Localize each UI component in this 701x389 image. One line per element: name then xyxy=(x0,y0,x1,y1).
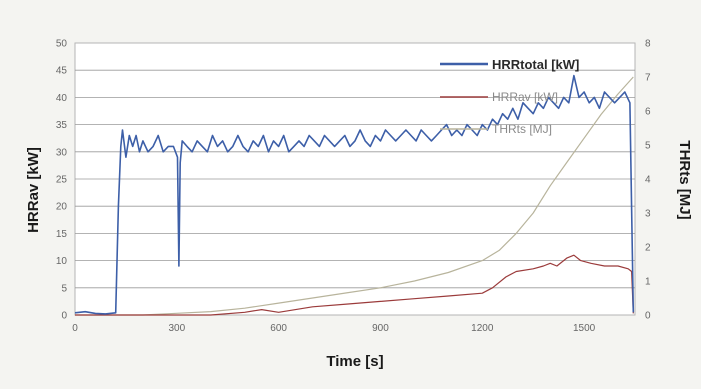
legend: HRRtotal [kW] HRRav [kW] THRts [MJ] xyxy=(440,57,579,136)
x-tick-label-1200: 1200 xyxy=(471,323,494,334)
x-tick-label-600: 600 xyxy=(270,323,287,334)
gridlines xyxy=(75,69,635,289)
y-left-tick-label-5: 5 xyxy=(61,283,67,294)
y-right-tick-label-5: 5 xyxy=(645,141,651,152)
y-left-tick-label-35: 35 xyxy=(56,120,68,131)
y-left-tick-label-45: 45 xyxy=(56,66,68,77)
y-left-tick-label-20: 20 xyxy=(56,202,68,213)
y-left-tick-label-0: 0 xyxy=(61,311,67,322)
y-right-tick-label-7: 7 xyxy=(645,73,651,84)
y-right-tick-label-3: 3 xyxy=(645,209,651,220)
series-line-hrr-total xyxy=(74,74,635,315)
y-left-tick-label-40: 40 xyxy=(56,93,68,104)
y-axis-right-tick-labels: 0 1 2 3 4 5 6 7 8 xyxy=(645,39,651,322)
y-right-tick-label-2: 2 xyxy=(645,243,651,254)
x-tick-label-300: 300 xyxy=(168,323,185,334)
y-right-tick-label-6: 6 xyxy=(645,107,651,118)
y-right-tick-label-8: 8 xyxy=(645,39,651,50)
y-right-tick-label-1: 1 xyxy=(645,277,651,288)
x-axis-title: Time [s] xyxy=(326,353,383,370)
series-line-hrr-av xyxy=(75,254,634,316)
y-left-tick-label-15: 15 xyxy=(56,229,68,240)
y-axis-left-title: HRRav [kW] xyxy=(25,147,42,233)
x-tick-label-900: 900 xyxy=(372,323,389,334)
x-tick-label-1500: 1500 xyxy=(573,323,596,334)
y-left-tick-label-30: 30 xyxy=(56,147,68,158)
y-axis-left-tick-labels: 0 5 10 15 20 25 30 35 40 45 50 xyxy=(56,39,68,322)
x-tick-label-0: 0 xyxy=(72,323,78,334)
legend-label-hrr-av: HRRav [kW] xyxy=(492,90,558,104)
y-left-tick-label-10: 10 xyxy=(56,256,68,267)
y-left-tick-label-50: 50 xyxy=(56,39,68,50)
x-axis-tick-labels: 0 300 600 900 1200 1500 xyxy=(72,323,595,334)
series-layer xyxy=(74,74,635,316)
legend-label-thr: THRts [MJ] xyxy=(492,122,552,136)
y-right-tick-label-0: 0 xyxy=(645,311,651,322)
y-right-tick-label-4: 4 xyxy=(645,175,651,186)
y-left-tick-label-25: 25 xyxy=(56,175,68,186)
series-line-thr xyxy=(75,76,634,316)
legend-label-hrr-total: HRRtotal [kW] xyxy=(492,57,579,72)
y-axis-right-title: THRts [MJ] xyxy=(676,140,693,219)
